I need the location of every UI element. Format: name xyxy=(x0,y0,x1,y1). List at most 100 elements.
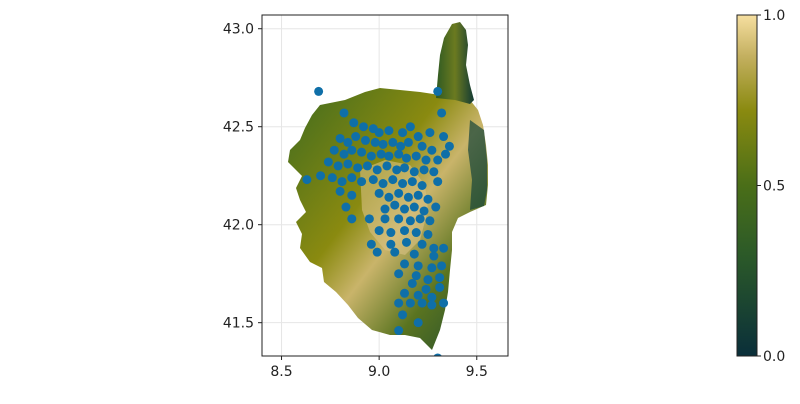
y-tick-label: 43.0 xyxy=(223,22,254,38)
data-point xyxy=(433,177,443,187)
data-point xyxy=(403,137,413,147)
data-point xyxy=(417,141,427,151)
data-point xyxy=(401,237,411,247)
data-point xyxy=(437,261,447,271)
data-point xyxy=(364,214,374,224)
data-point xyxy=(409,249,419,259)
data-point xyxy=(429,243,439,253)
data-point xyxy=(435,273,445,283)
data-point xyxy=(419,165,429,175)
data-point xyxy=(398,179,408,189)
data-point xyxy=(314,86,324,96)
data-point xyxy=(394,214,404,224)
data-point xyxy=(327,173,337,183)
colorbar-tick-label: 1.0 xyxy=(763,8,785,24)
data-point xyxy=(439,132,449,142)
data-point xyxy=(411,271,421,281)
data-point xyxy=(394,149,404,159)
data-point xyxy=(390,247,400,257)
data-point xyxy=(386,239,396,249)
data-point xyxy=(347,190,357,200)
data-point xyxy=(405,216,415,226)
data-point xyxy=(374,226,384,236)
x-tick-label: 9.0 xyxy=(368,364,390,380)
data-point xyxy=(400,259,410,269)
cape-corse-shape xyxy=(436,22,474,104)
data-point xyxy=(380,214,390,224)
y-tick-label: 41.5 xyxy=(223,316,254,332)
data-point xyxy=(427,145,437,155)
data-point xyxy=(368,175,378,185)
data-point xyxy=(378,139,388,149)
data-point xyxy=(366,239,376,249)
data-point xyxy=(392,165,402,175)
data-point xyxy=(398,310,408,320)
data-point xyxy=(357,147,367,157)
data-point xyxy=(396,141,406,151)
data-point xyxy=(417,239,427,249)
y-tick-label: 42.5 xyxy=(223,120,254,136)
data-point xyxy=(351,132,361,142)
data-point xyxy=(359,122,369,132)
data-point xyxy=(343,137,353,147)
data-point xyxy=(335,133,345,143)
data-point xyxy=(425,216,435,226)
east-coast-lowland xyxy=(468,120,487,210)
data-point xyxy=(437,108,447,118)
data-point xyxy=(407,278,417,288)
data-point xyxy=(419,206,429,216)
data-point xyxy=(360,135,370,145)
data-point xyxy=(423,194,433,204)
data-point xyxy=(339,149,349,159)
data-point xyxy=(407,177,417,187)
data-point xyxy=(347,173,357,183)
data-point xyxy=(423,229,433,239)
data-point xyxy=(421,155,431,165)
x-tick-label: 8.5 xyxy=(270,364,292,380)
y-axis: 41.5 42.0 42.5 43.0 xyxy=(223,22,262,332)
data-point xyxy=(394,326,404,336)
data-point xyxy=(403,192,413,202)
colorbar-tick-label: 0.0 xyxy=(763,349,785,365)
data-point xyxy=(374,188,384,198)
data-point xyxy=(411,151,421,161)
data-point xyxy=(339,108,349,118)
data-point xyxy=(435,282,445,292)
data-point xyxy=(400,163,410,173)
data-point xyxy=(366,151,376,161)
data-point xyxy=(370,137,380,147)
data-point xyxy=(423,275,433,285)
plot-frame xyxy=(261,14,509,357)
data-point xyxy=(427,263,437,273)
data-point xyxy=(400,226,410,236)
data-point xyxy=(380,204,390,214)
data-point xyxy=(384,126,394,136)
data-point xyxy=(347,145,357,155)
data-point xyxy=(302,175,312,185)
x-axis: 8.5 9.0 9.5 xyxy=(270,356,488,380)
data-point xyxy=(413,132,423,142)
data-point xyxy=(341,202,351,212)
x-tick-label: 9.5 xyxy=(466,364,488,380)
data-point xyxy=(394,188,404,198)
data-point xyxy=(337,177,347,187)
data-point xyxy=(405,298,415,308)
scatter-points xyxy=(302,86,454,356)
data-point xyxy=(347,214,357,224)
data-point xyxy=(417,181,427,190)
data-point xyxy=(409,202,419,212)
data-point xyxy=(388,175,398,185)
data-point xyxy=(382,161,392,171)
data-point xyxy=(394,269,404,279)
data-point xyxy=(425,128,435,138)
data-point xyxy=(439,298,449,308)
colorbar-axis: 0.0 0.5 1.0 xyxy=(757,8,785,365)
colorbar-tick-label: 0.5 xyxy=(763,179,785,195)
data-point xyxy=(429,167,439,177)
data-point xyxy=(343,159,353,169)
data-point xyxy=(349,118,359,128)
data-point xyxy=(411,228,421,238)
data-point xyxy=(431,202,441,212)
data-point xyxy=(388,137,398,147)
